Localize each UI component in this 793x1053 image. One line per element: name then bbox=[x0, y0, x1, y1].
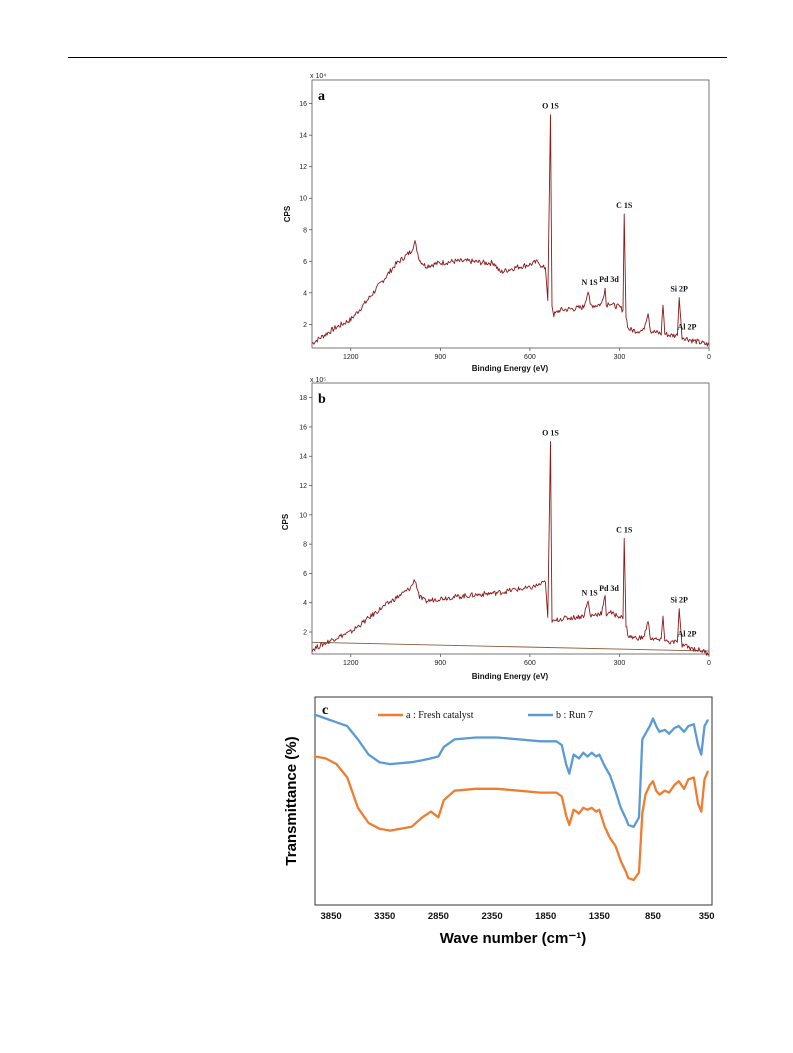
panel-a-peak-label: Al 2P bbox=[677, 322, 696, 331]
panel-a-x-tick-label: 1200 bbox=[343, 354, 359, 361]
panel-c: c a : Fresh catalyst b : Run 7 Wave numb… bbox=[283, 696, 715, 947]
panel-a-label: a bbox=[318, 89, 325, 104]
panel-b-peak-label: Si 2P bbox=[670, 596, 688, 605]
panel-c-x-tick-label: 850 bbox=[645, 911, 661, 922]
panel-c-x-tick-label: 2350 bbox=[481, 911, 502, 922]
legend-label-b: b : Run 7 bbox=[556, 710, 593, 721]
panel-b-y-tick-label: 8 bbox=[303, 542, 307, 549]
panel-b-x-tick-label: 600 bbox=[524, 660, 536, 667]
panel-b-background-line bbox=[311, 641, 710, 652]
panel-b-y-tick-label: 4 bbox=[303, 600, 307, 607]
series-fresh-catalyst-line bbox=[313, 755, 709, 882]
panel-a-x-tick-label: 600 bbox=[524, 354, 536, 361]
panel-a-y-tick-label: 8 bbox=[303, 227, 307, 234]
legend-label-a: a : Fresh catalyst bbox=[406, 710, 474, 721]
panel-c-x-tick-label: 1850 bbox=[535, 911, 556, 922]
panel-b-y-axis-title: CPS bbox=[281, 513, 290, 530]
panel-a-multiplier: x 10⁴ bbox=[310, 73, 326, 80]
series-run-7-line bbox=[313, 713, 709, 828]
panel-b-x-tick-label: 300 bbox=[614, 660, 626, 667]
panel-b-frame bbox=[311, 382, 710, 655]
panel-b-y-tick-label: 12 bbox=[299, 483, 307, 490]
panel-a-x-axis-title: Binding Energy (eV) bbox=[472, 364, 549, 373]
panel-b-y-tick-label: 14 bbox=[299, 454, 307, 461]
panel-b-spectrum-line bbox=[311, 441, 710, 656]
panel-b-peak-label: N 1S bbox=[581, 588, 598, 597]
panel-a-x-tick-label: 0 bbox=[707, 354, 711, 361]
panel-c-label: c bbox=[322, 703, 328, 718]
panel-a-peak-label: C 1S bbox=[616, 201, 633, 210]
panel-a-y-tick-label: 16 bbox=[299, 101, 307, 108]
panel-b-multiplier: x 10⁵ bbox=[310, 377, 326, 384]
panel-b-peak-label: Al 2P bbox=[677, 629, 696, 638]
panel-b-x-axis-title: Binding Energy (eV) bbox=[472, 672, 549, 681]
panel-a-peak-label: O 1S bbox=[542, 102, 559, 111]
panel-c-x-axis-title: Wave number (cm⁻¹) bbox=[440, 930, 587, 947]
panel-b: x 10⁵ b Binding Energy (eV) CPS 1200 900 6… bbox=[281, 377, 711, 681]
panel-b-peak-label: C 1S bbox=[616, 525, 633, 534]
panel-c-x-tick-label: 3350 bbox=[374, 911, 395, 922]
page-header-rule bbox=[68, 57, 727, 58]
panel-a-y-tick-label: 14 bbox=[299, 133, 307, 140]
panel-a-frame bbox=[311, 79, 710, 349]
panel-c-x-tick-label: 350 bbox=[699, 911, 715, 922]
panel-a-x-tick-label: 300 bbox=[614, 354, 626, 361]
panel-b-peak-label: Pd 3d bbox=[599, 584, 619, 593]
legend: a : Fresh catalyst b : Run 7 bbox=[378, 710, 593, 721]
panel-c-x-tick-label: 3850 bbox=[321, 911, 342, 922]
panel-a-y-tick-label: 6 bbox=[303, 259, 307, 266]
panel-a: x 10⁴ a Binding Energy (eV) CPS 1200 900 6… bbox=[283, 73, 711, 373]
panel-b-x-tick-label: 1200 bbox=[343, 660, 359, 667]
panel-a-peak-label: Si 2P bbox=[670, 285, 688, 294]
panel-c-x-tick-label: 2850 bbox=[428, 911, 449, 922]
panel-b-y-tick-label: 6 bbox=[303, 571, 307, 578]
panel-a-y-tick-label: 4 bbox=[303, 290, 307, 297]
panel-b-y-tick-label: 16 bbox=[299, 424, 307, 431]
panel-c-y-axis-title: Transmittance (%) bbox=[283, 736, 300, 865]
panel-a-spectrum-line bbox=[311, 114, 710, 347]
panel-a-y-tick-label: 2 bbox=[303, 322, 307, 329]
panel-b-x-tick-label: 900 bbox=[435, 660, 447, 667]
panel-a-peak-label: N 1S bbox=[581, 278, 598, 287]
panel-c-x-tick-label: 1350 bbox=[589, 911, 610, 922]
panel-b-peak-label: O 1S bbox=[542, 429, 559, 438]
panel-b-x-tick-label: 0 bbox=[707, 660, 711, 667]
panel-a-y-tick-label: 10 bbox=[299, 196, 307, 203]
panel-b-y-tick-label: 18 bbox=[299, 395, 307, 402]
panel-b-label: b bbox=[318, 392, 326, 407]
panel-a-y-axis-title: CPS bbox=[283, 205, 292, 222]
panel-b-y-tick-label: 10 bbox=[299, 512, 307, 519]
panel-a-peak-label: Pd 3d bbox=[599, 275, 619, 284]
panel-a-y-tick-label: 12 bbox=[299, 164, 307, 171]
panel-c-frame bbox=[314, 696, 713, 906]
panel-b-y-tick-label: 2 bbox=[303, 630, 307, 637]
panel-a-x-tick-label: 900 bbox=[435, 354, 447, 361]
